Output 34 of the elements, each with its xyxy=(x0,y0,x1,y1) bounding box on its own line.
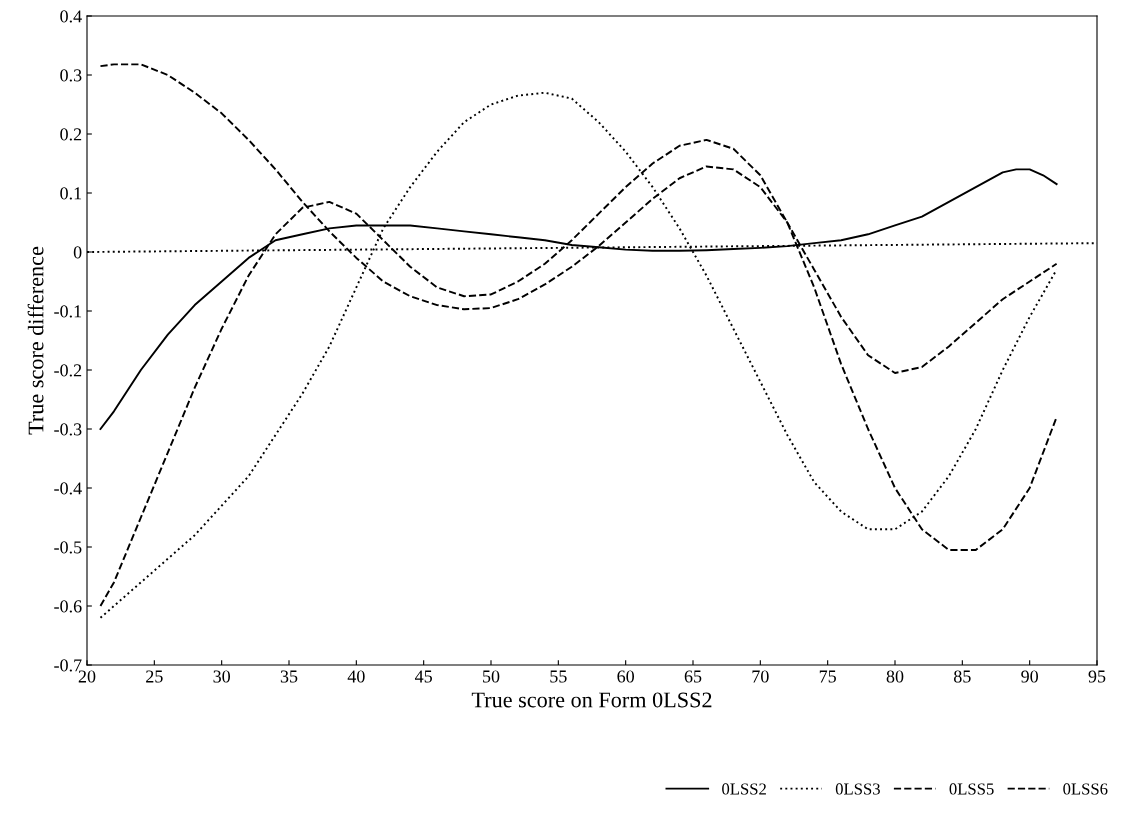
x-tick-label: 70 xyxy=(752,670,769,683)
y-tick-label: -0.5 xyxy=(54,541,82,554)
x-tick-label: 80 xyxy=(886,670,904,683)
x-tick-label: 60 xyxy=(617,670,635,683)
x-tick-label: 90 xyxy=(1021,670,1039,683)
y-tick-label: 0.2 xyxy=(60,128,82,141)
y-tick-label: -0.7 xyxy=(54,659,82,672)
x-tick-label: 95 xyxy=(1088,670,1106,683)
x-axis-title: True score on Form 0LSS2 xyxy=(471,692,712,708)
x-tick-label: 50 xyxy=(483,670,500,683)
y-tick-label: -0.6 xyxy=(54,600,82,613)
x-tick-label: 30 xyxy=(213,670,231,683)
legend-label: 0LSS6 xyxy=(1063,783,1108,795)
y-tick-label: 0.3 xyxy=(60,69,82,82)
legend-label: 0LSS3 xyxy=(835,783,880,795)
y-tick-label: -0.2 xyxy=(54,364,82,377)
x-tick-label: 55 xyxy=(550,670,567,683)
x-tick-label: 40 xyxy=(347,670,365,683)
y-tick-label: -0.4 xyxy=(54,482,82,495)
legend-label: 0LSS2 xyxy=(722,783,766,795)
x-tick-label: 25 xyxy=(146,670,163,683)
x-tick-label: 45 xyxy=(414,670,432,683)
y-tick-label: -0.3 xyxy=(54,423,82,436)
y-axis-title: True score difference xyxy=(27,246,44,435)
x-tick-label: 65 xyxy=(684,670,702,683)
x-tick-label: 35 xyxy=(280,670,298,683)
y-tick-label: -0.1 xyxy=(54,305,82,318)
y-tick-label: 0 xyxy=(73,246,82,259)
y-tick-label: 0.4 xyxy=(60,10,82,23)
x-tick-label: 20 xyxy=(78,670,96,683)
x-tick-label: 75 xyxy=(819,670,836,683)
x-tick-label: 85 xyxy=(953,670,971,683)
y-tick-label: 0.1 xyxy=(60,187,82,200)
legend-label: 0LSS5 xyxy=(949,783,994,795)
